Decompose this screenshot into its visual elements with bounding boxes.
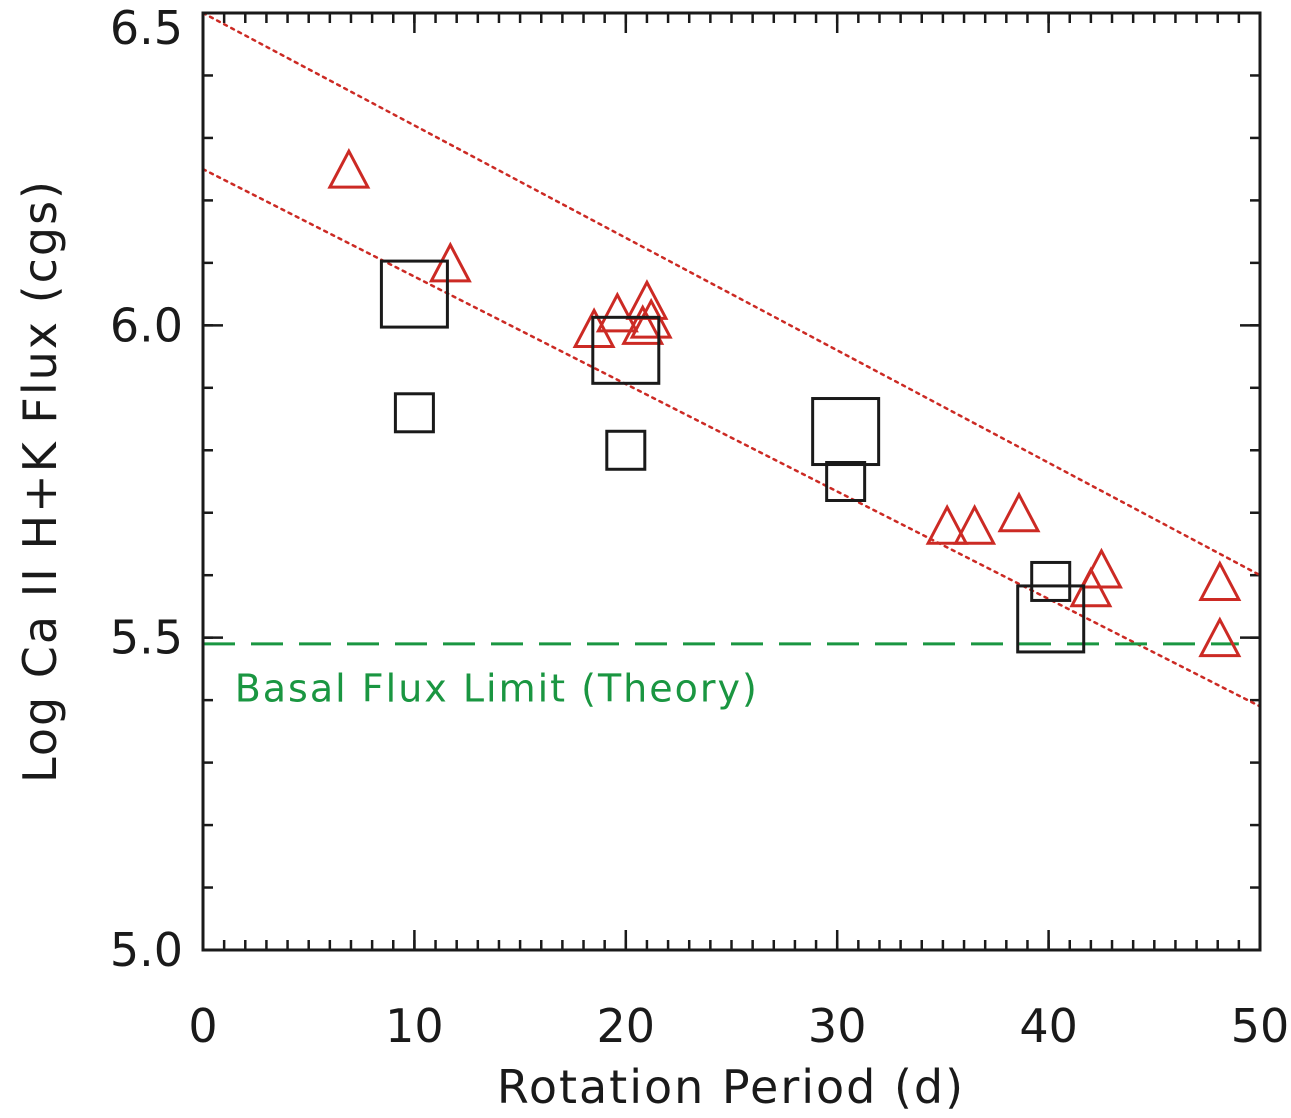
plot-frame — [201, 11, 1262, 952]
tick-labels: 0 10 20 30 40 50 5.0 5.5 6.0 6.5 — [110, 1, 1289, 1053]
triangle-marker — [953, 504, 997, 545]
square-marker — [605, 429, 647, 471]
triangle-marker — [997, 491, 1041, 533]
triangle-marker — [1198, 616, 1242, 658]
major-ticks — [201, 11, 1262, 952]
fit-line — [201, 167, 1262, 708]
triangle-marker — [629, 297, 673, 339]
x-tick-label: 20 — [597, 999, 656, 1053]
data-markers — [327, 147, 1242, 658]
fit-line — [201, 11, 1262, 577]
y-tick-label: 5.5 — [110, 611, 183, 665]
x-tick-label: 40 — [1019, 999, 1078, 1053]
basal-flux-annotation: Basal Flux Limit (Theory) — [235, 667, 759, 711]
fit-lines — [201, 11, 1262, 708]
x-axis-title: Rotation Period (d) — [497, 1060, 965, 1114]
y-axis-title: Log Ca II H+K Flux (cgs) — [13, 179, 67, 783]
minor-ticks — [201, 11, 1262, 952]
triangle-marker — [428, 241, 472, 283]
x-tick-label: 50 — [1231, 999, 1290, 1053]
triangle-marker — [925, 504, 969, 545]
triangle-marker — [621, 304, 665, 345]
y-tick-label: 6.0 — [110, 298, 183, 352]
y-tick-label: 6.5 — [110, 1, 183, 55]
square-marker — [591, 315, 661, 385]
x-tick-label: 30 — [808, 999, 867, 1053]
square-marker — [379, 259, 449, 329]
triangle-marker — [327, 147, 371, 189]
square-marker — [825, 461, 867, 502]
x-tick-label: 0 — [188, 999, 217, 1053]
square-marker — [393, 392, 435, 434]
square-marker — [1016, 584, 1086, 654]
x-tick-label: 10 — [385, 999, 444, 1053]
y-tick-label: 5.0 — [110, 923, 183, 977]
triangle-marker — [1198, 560, 1242, 601]
square-marker — [811, 397, 881, 467]
triangle-marker — [1079, 547, 1123, 589]
square-marker — [1030, 560, 1072, 602]
triangle-marker — [595, 291, 639, 333]
